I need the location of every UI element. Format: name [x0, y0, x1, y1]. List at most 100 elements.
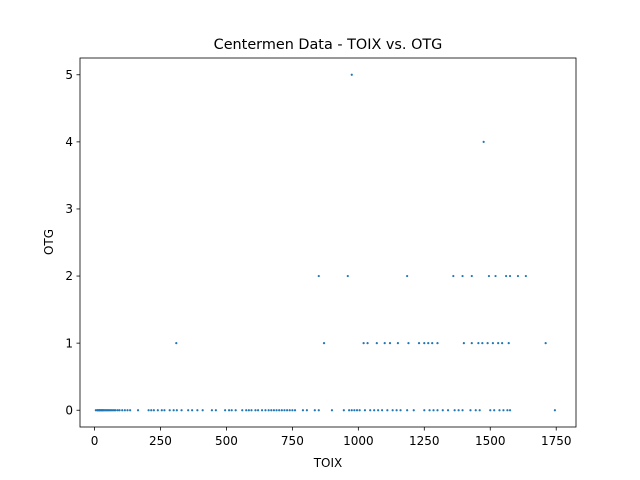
x-tick-label: 0: [91, 434, 99, 448]
data-point: [293, 409, 297, 412]
data-point: [369, 409, 372, 412]
data-point: [482, 140, 485, 143]
y-tick-label: 3: [65, 202, 73, 216]
data-point: [214, 409, 217, 412]
data-point: [423, 342, 426, 345]
data-point: [427, 342, 430, 345]
data-point: [330, 409, 334, 412]
data-point: [114, 409, 117, 412]
data-point: [136, 409, 140, 412]
data-point: [469, 409, 472, 412]
x-axis-label: TOIX: [313, 456, 343, 470]
data-point: [280, 409, 283, 412]
data-point: [241, 409, 244, 412]
y-tick-label: 1: [65, 336, 73, 350]
data-point: [453, 409, 456, 412]
data-point: [121, 409, 124, 412]
data-point: [386, 409, 389, 412]
data-point: [288, 409, 291, 412]
data-point: [508, 274, 512, 278]
data-point: [407, 342, 410, 345]
data-point: [201, 409, 204, 412]
data-point: [461, 274, 464, 278]
data-point: [350, 73, 353, 76]
data-point: [489, 409, 492, 412]
data-point: [317, 409, 320, 412]
data-point: [487, 274, 491, 278]
data-point: [301, 409, 305, 412]
data-point: [275, 409, 278, 412]
data-point: [175, 409, 178, 412]
x-tick-label: 1750: [541, 434, 572, 448]
y-tick-label: 2: [65, 269, 73, 283]
data-point: [491, 342, 494, 345]
data-point: [346, 274, 349, 278]
data-point: [118, 409, 121, 412]
data-point: [147, 409, 150, 412]
data-point: [377, 409, 380, 412]
data-point: [493, 409, 496, 412]
y-axis-label: OTG: [42, 229, 56, 255]
data-point: [470, 342, 473, 345]
data-point: [362, 342, 365, 345]
data-point: [270, 409, 273, 412]
data-point: [305, 409, 308, 412]
data-point: [247, 409, 250, 412]
data-point: [254, 409, 257, 412]
x-tick-label: 1000: [343, 434, 374, 448]
data-point: [355, 409, 359, 412]
x-tick-label: 750: [281, 434, 304, 448]
data-point: [494, 274, 497, 278]
data-point: [391, 409, 394, 412]
data-point: [417, 342, 421, 345]
data-point: [457, 409, 460, 412]
data-point: [366, 342, 369, 345]
data-point: [478, 409, 481, 412]
data-point: [412, 409, 415, 412]
data-point: [399, 409, 402, 412]
x-tick-label: 1250: [409, 434, 440, 448]
data-point: [452, 274, 455, 278]
data-point: [175, 342, 178, 345]
data-point: [477, 342, 480, 345]
data-point: [196, 409, 199, 412]
data-point: [406, 409, 409, 412]
data-point: [227, 409, 231, 412]
x-axis-ticks: 0 250 500 750 1000 1250 1500 1750: [91, 427, 572, 448]
data-point: [272, 409, 276, 412]
data-point: [446, 409, 450, 412]
data-point: [432, 409, 435, 412]
data-point: [350, 409, 353, 412]
data-point: [428, 409, 431, 412]
data-point: [152, 409, 155, 412]
data-point: [187, 409, 190, 412]
data-point: [322, 342, 326, 345]
data-point: [504, 274, 508, 278]
data-point: [116, 409, 119, 412]
data-point: [436, 409, 439, 412]
data-point: [348, 409, 351, 412]
data-point: [156, 409, 159, 412]
data-point: [501, 342, 504, 345]
data-point: [163, 409, 166, 412]
data-point: [313, 409, 316, 412]
y-axis-ticks: 0 1 2 3 4 5: [65, 68, 80, 417]
data-point: [544, 342, 547, 345]
data-point: [250, 409, 253, 412]
data-point: [230, 409, 233, 412]
data-point: [498, 409, 501, 412]
data-point: [172, 409, 175, 412]
data-point: [150, 409, 153, 412]
data-point: [278, 409, 281, 412]
data-point: [396, 342, 400, 345]
data-point: [486, 342, 489, 345]
plot-frame: [79, 57, 577, 428]
data-point: [553, 409, 556, 412]
data-point: [317, 274, 320, 278]
data-point: [358, 409, 361, 412]
x-tick-label: 250: [149, 434, 172, 448]
data-point: [210, 409, 214, 412]
chart-title: Centermen Data - TOIX vs. OTG: [214, 37, 443, 53]
y-tick-label: 0: [65, 403, 73, 417]
data-point: [126, 409, 129, 412]
